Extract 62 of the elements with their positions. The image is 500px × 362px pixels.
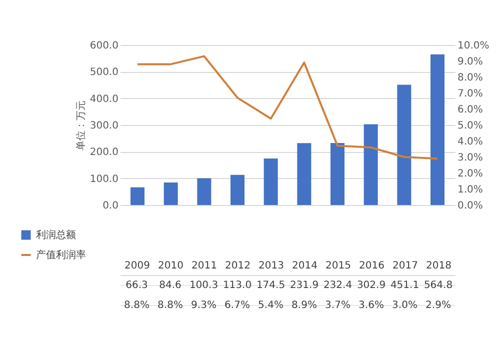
data-label: 84.6 (159, 280, 182, 291)
legend-label: 利润总额 (36, 229, 76, 241)
x-tick-label: 2013 (258, 260, 284, 272)
data-label: 3.0% (392, 300, 418, 311)
y-tick-label: 0.0 (102, 200, 118, 212)
line-series (136, 55, 438, 160)
data-label: 5.4% (258, 300, 284, 311)
y2-tick-label: 4.0% (458, 136, 483, 148)
x-tick-label: 2010 (158, 260, 184, 272)
x-tick-label: 2012 (225, 260, 250, 272)
data-label: 100.3 (189, 280, 218, 291)
y-tick-label: 200.0 (90, 147, 118, 158)
y-tick-label: 600.0 (90, 40, 118, 52)
x-tick-label: 2016 (359, 260, 384, 272)
bar (330, 143, 344, 205)
y2-tick-label: 7.0% (458, 88, 483, 100)
y-tick-label: 300.0 (90, 120, 118, 132)
x-tick-label: 2018 (426, 260, 452, 272)
bar (197, 178, 212, 205)
data-label: 9.3% (191, 300, 216, 311)
bar (230, 174, 244, 205)
data-label: 232.4 (323, 280, 352, 291)
data-label: 8.9% (292, 300, 317, 311)
data-label: 564.8 (424, 280, 453, 291)
y-tick-label: 400.0 (90, 94, 118, 105)
bar (130, 187, 144, 205)
data-label: 302.9 (356, 280, 386, 291)
data-label: 3.7% (325, 300, 350, 311)
y2-tick-label: 0.0% (458, 200, 483, 212)
data-label: 8.8% (124, 300, 150, 311)
x-tick-label: 2009 (124, 260, 150, 272)
y2-tick-label: 1.0% (458, 184, 483, 196)
x-tick-label: 2014 (292, 260, 318, 272)
y-tick-label: 500.0 (90, 67, 118, 78)
data-label: 2.9% (426, 300, 451, 311)
bar (364, 124, 378, 205)
bar (297, 143, 312, 205)
y2-tick-label: 9.0% (458, 56, 483, 68)
bar (430, 54, 444, 205)
bar (397, 84, 412, 205)
x-tick-label: 2015 (326, 260, 351, 272)
y2-tick-label: 6.0% (458, 104, 483, 116)
data-label: 451.1 (390, 280, 420, 291)
x-tick-label: 2017 (392, 260, 418, 272)
data-label: 174.5 (256, 280, 286, 291)
data-label: 8.8% (158, 300, 183, 311)
bar (264, 158, 278, 205)
y-tick-label: 100.0 (90, 174, 118, 185)
data-label: 231.9 (290, 280, 319, 291)
x-tick-label: 2011 (192, 260, 217, 272)
y2-tick-label: 8.0% (458, 72, 483, 84)
legend-label: 产值利润率 (36, 249, 86, 261)
y-axis-title: 单位：万元 (74, 100, 87, 150)
data-label: 113.0 (222, 280, 252, 291)
data-label: 3.6% (358, 300, 384, 311)
y2-tick-label: 2.0% (458, 168, 483, 180)
data-label: 6.7% (224, 300, 250, 311)
data-label: 66.3 (126, 280, 148, 291)
bar (164, 182, 178, 205)
y2-tick-label: 3.0% (458, 152, 483, 164)
y2-tick-label: 5.0% (458, 120, 483, 132)
y2-tick-label: 10.0% (458, 40, 490, 52)
